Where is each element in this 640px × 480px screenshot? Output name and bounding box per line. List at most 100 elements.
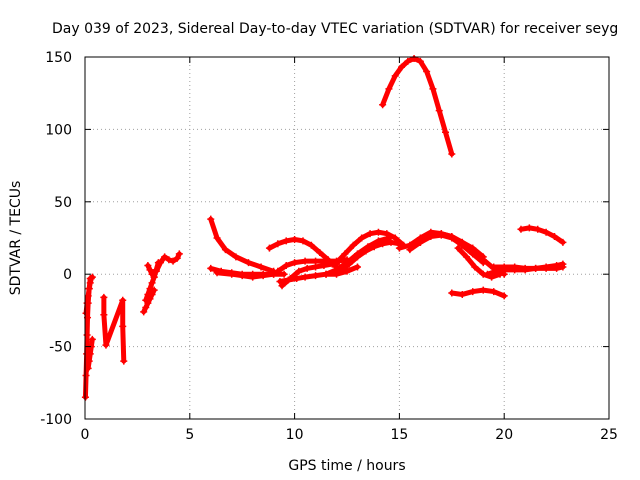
series-trace [101, 294, 127, 364]
data-point [532, 264, 540, 272]
series-arc-12h-c [322, 234, 393, 278]
data-point [500, 263, 508, 271]
data-point [312, 272, 320, 280]
data-point [353, 250, 361, 258]
data-point [165, 256, 173, 264]
data-point [228, 270, 236, 278]
data-point [406, 246, 414, 254]
x-tick-label: 25 [600, 427, 618, 443]
data-point [490, 263, 498, 271]
series-scatter-early [100, 293, 128, 365]
data-point [119, 322, 127, 330]
series-arc-early-3 [84, 335, 96, 372]
data-point [312, 263, 320, 271]
plot-frame [84, 56, 610, 420]
data-point [374, 237, 382, 245]
data-point [435, 107, 443, 115]
data-point [404, 57, 412, 65]
data-point [86, 279, 94, 287]
data-point [284, 276, 292, 284]
series-arc-18h [454, 244, 504, 281]
data-point [374, 228, 382, 236]
x-tick-label: 20 [495, 427, 513, 443]
data-point [146, 266, 154, 274]
series-trace [380, 55, 455, 157]
data-point [517, 225, 525, 233]
data-point [366, 230, 374, 238]
data-point [84, 364, 92, 372]
y-axis-title: SDTVAR / TECUs [8, 181, 24, 296]
data-point [458, 290, 466, 298]
data-point [291, 259, 299, 267]
data-point [102, 341, 110, 349]
y-tick-label: 150 [45, 50, 72, 66]
data-point [207, 215, 215, 223]
x-tick-label: 10 [286, 427, 304, 443]
series-arc-early-2 [82, 273, 96, 317]
data-point [471, 263, 479, 271]
series-arc-6h-a [207, 215, 278, 275]
x-tick-label: 5 [185, 427, 194, 443]
data-point [82, 309, 90, 317]
x-tick-label: 15 [390, 427, 408, 443]
grid-layer [85, 57, 609, 419]
data-point [144, 262, 152, 270]
data-point [257, 263, 265, 271]
data-point [353, 263, 361, 271]
data-point [521, 264, 529, 272]
data-point [303, 264, 311, 272]
y-tick-label: 100 [45, 122, 72, 138]
data-point [395, 244, 403, 252]
data-point [274, 240, 282, 248]
data-point [85, 357, 93, 365]
data-point [282, 262, 290, 270]
data-point [490, 288, 498, 296]
data-point [140, 308, 148, 316]
series-arc-20h-b [490, 263, 567, 272]
data-point [249, 273, 257, 281]
data-point [87, 275, 95, 283]
data-point [454, 244, 462, 252]
data-point [280, 270, 288, 278]
data-point [82, 372, 90, 380]
data-point [119, 296, 127, 304]
data-point [152, 267, 160, 275]
data-point [379, 101, 387, 109]
data-point [265, 244, 273, 252]
data-point [291, 235, 299, 243]
data-point [333, 259, 341, 267]
data-point [469, 246, 477, 254]
x-tick-label: 0 [81, 427, 90, 443]
series-arc-6h-c [213, 269, 278, 281]
data-point [270, 270, 278, 278]
data-point [161, 253, 169, 261]
data-point [84, 292, 92, 300]
y-tick-label: -100 [40, 412, 72, 428]
data-point [259, 272, 267, 280]
data-point [282, 237, 290, 245]
data-point [437, 230, 445, 238]
data-point [100, 293, 108, 301]
data-point [391, 234, 399, 242]
data-point [144, 290, 152, 298]
data-point [316, 248, 324, 256]
data-point [175, 250, 183, 258]
data-point [120, 357, 128, 365]
series-scatter-4h [152, 250, 183, 275]
data-point [301, 257, 309, 265]
data-point [559, 263, 567, 271]
data-point [542, 264, 550, 272]
data-point [293, 275, 301, 283]
data-point [148, 279, 156, 287]
data-point [479, 286, 487, 294]
data-point [299, 237, 307, 245]
y-tick-label: 0 [63, 267, 72, 283]
data-point [551, 233, 559, 241]
data-point [442, 128, 450, 136]
data-point [173, 254, 181, 262]
data-point [156, 259, 164, 267]
data-point [448, 150, 456, 158]
series-trace [518, 225, 566, 245]
